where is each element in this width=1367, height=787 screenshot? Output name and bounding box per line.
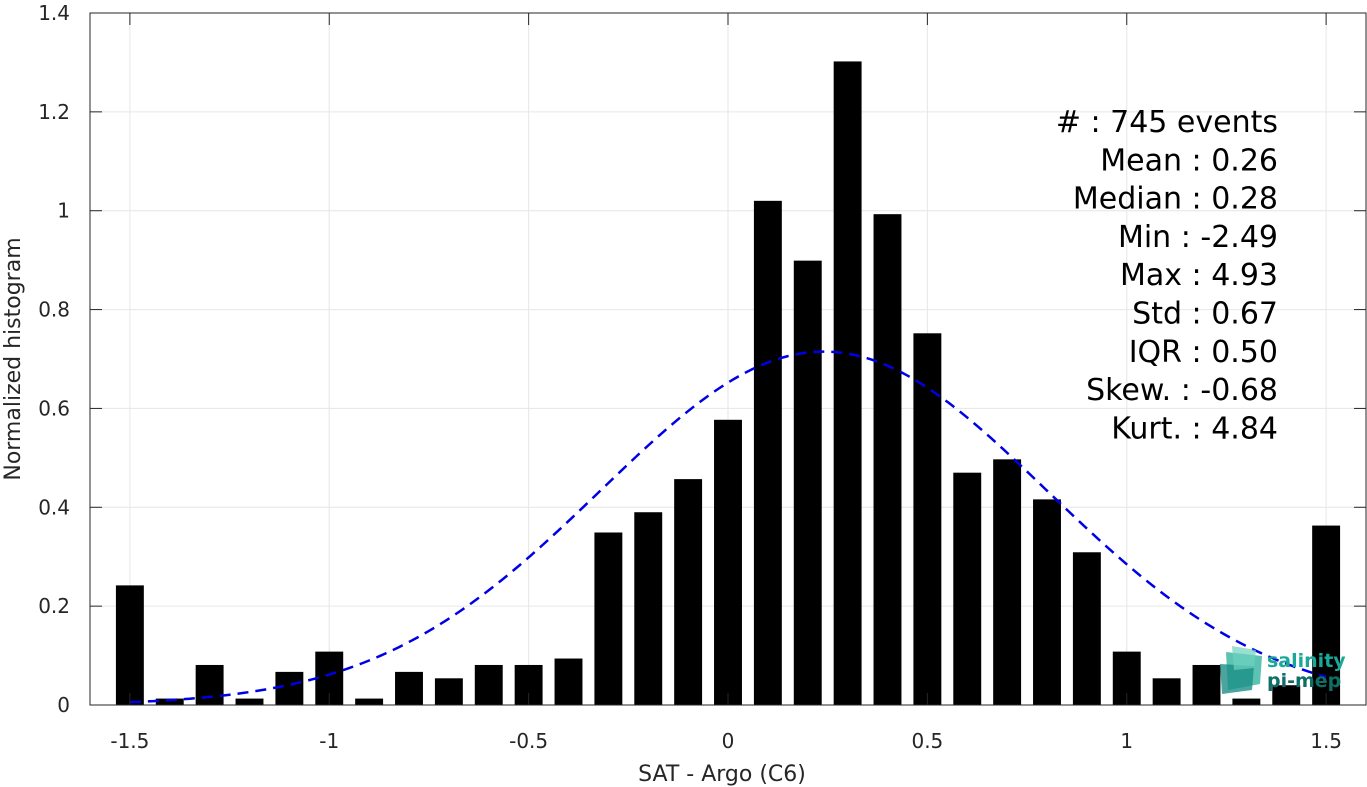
histogram-bar xyxy=(793,260,822,705)
histogram-bar xyxy=(235,698,264,705)
histogram-bar xyxy=(1232,698,1261,705)
histogram-bar xyxy=(833,61,862,705)
y-tick-label: 0.4 xyxy=(38,495,70,519)
gaussian-fit-curve xyxy=(129,350,1327,704)
stat-line: Std : 0.67 xyxy=(1132,297,1278,332)
histogram-bar xyxy=(115,585,144,705)
y-tick-labels: 0 0.2 0.4 0.6 0.8 1 1.2 1.4 xyxy=(38,1,70,717)
histogram-bar xyxy=(594,532,623,705)
histogram-bars xyxy=(115,61,1341,706)
histogram-bar xyxy=(753,200,782,706)
histogram-bar xyxy=(1192,664,1221,705)
histogram-bar xyxy=(1272,685,1301,705)
histogram-bar xyxy=(1152,678,1181,705)
stat-line: Kurt. : 4.84 xyxy=(1111,411,1278,446)
histogram-bar xyxy=(155,698,184,705)
stat-line: Skew. : -0.68 xyxy=(1086,373,1278,408)
histogram-bar xyxy=(275,671,304,705)
y-tick-label: 0.8 xyxy=(38,298,70,322)
x-tick-labels: -1.5 -1 -0.5 0 0.5 1 1.5 xyxy=(110,729,1342,753)
histogram-bar xyxy=(993,459,1022,705)
stat-line: Min : -2.49 xyxy=(1118,220,1278,255)
histogram-bar xyxy=(674,479,703,705)
y-tick-label: 0 xyxy=(57,693,70,717)
x-tick-label: 0 xyxy=(722,729,735,753)
x-tick-label: -1.5 xyxy=(110,729,149,753)
y-tick-label: 1.4 xyxy=(38,1,70,25)
stat-line: IQR : 0.50 xyxy=(1129,335,1278,370)
stat-line: Median : 0.28 xyxy=(1073,182,1278,217)
axis-ticks xyxy=(90,12,1366,706)
histogram-bar xyxy=(953,472,982,705)
histogram-bar xyxy=(873,214,902,705)
x-axis-label: SAT - Argo (C6) xyxy=(638,762,806,787)
x-tick-label: -0.5 xyxy=(509,729,548,753)
svg-text:pi-mep: pi-mep xyxy=(1267,670,1341,692)
histogram-bar xyxy=(355,698,384,705)
histogram-bar xyxy=(634,512,663,705)
x-tick-label: -1 xyxy=(319,729,339,753)
histogram-bar xyxy=(714,419,742,705)
x-tick-label: 1 xyxy=(1120,729,1133,753)
histogram-bar xyxy=(1033,499,1061,705)
y-tick-label: 0.2 xyxy=(38,594,70,618)
stat-line: Max : 4.93 xyxy=(1120,258,1278,293)
histogram-bar xyxy=(1072,552,1101,705)
logo-mark-icon xyxy=(1220,646,1262,694)
x-tick-label: 0.5 xyxy=(911,729,943,753)
stat-line: # : 745 events xyxy=(1056,105,1278,140)
stat-line: Mean : 0.26 xyxy=(1100,143,1278,178)
x-tick-label: 1.5 xyxy=(1310,729,1342,753)
y-axis-label: Normalized histogram xyxy=(1,237,26,480)
histogram-bar xyxy=(195,664,224,705)
y-tick-label: 0.6 xyxy=(38,396,70,420)
histogram-bar xyxy=(395,671,423,705)
histogram-bar xyxy=(434,678,463,705)
salinity-pi-mep-logo: salinity pi-mep xyxy=(1220,646,1346,694)
y-tick-label: 1.2 xyxy=(38,100,70,124)
histogram-bar xyxy=(1312,525,1341,705)
histogram-bar xyxy=(554,658,583,705)
y-tick-label: 1 xyxy=(57,199,70,223)
histogram-bar xyxy=(913,333,942,705)
histogram-bar xyxy=(474,664,503,705)
svg-text:salinity: salinity xyxy=(1267,650,1346,672)
